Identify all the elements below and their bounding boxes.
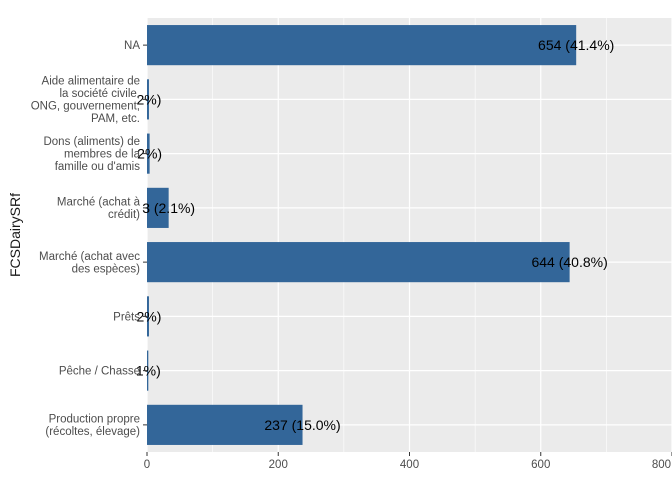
bar	[147, 404, 303, 445]
data-labels: 654 (41.4%) 2%) 2%) 3 (2.1%) 644 (40.8%) 2%) 1…	[136, 37, 614, 433]
data-label: 3 (2.1%)	[142, 200, 195, 216]
y-tick-label: Production propre (récoltes, élevage)	[45, 414, 140, 439]
bar	[147, 296, 149, 337]
bar	[147, 242, 570, 283]
x-tick-label: 800	[652, 459, 671, 471]
data-label: 237 (15.0%)	[264, 417, 340, 433]
x-tick-label: 0	[144, 459, 150, 471]
y-tick-label: NA	[124, 40, 140, 52]
y-tick-label: Aide alimentaire de la société civile, ONG…	[31, 76, 140, 126]
y-axis-title: FCSDairySRf	[7, 193, 23, 277]
bar	[147, 350, 149, 391]
x-tick-label: 400	[400, 459, 419, 471]
bar	[147, 25, 577, 66]
data-label: 1%)	[136, 363, 161, 379]
y-tick-label: Marché (achat à crédit)	[57, 197, 141, 222]
bar	[147, 79, 149, 120]
y-tick-label: Prêts	[113, 311, 140, 323]
data-label: 2%)	[137, 308, 162, 324]
bars	[147, 25, 577, 445]
data-label: 644 (40.8%)	[531, 254, 607, 270]
data-label: 654 (41.4%)	[538, 37, 614, 53]
bar	[147, 133, 150, 174]
bar	[147, 187, 169, 228]
y-axis-ticks: NA Aide alimentaire de la société civile, O…	[31, 40, 147, 438]
x-tick-label: 200	[269, 459, 288, 471]
data-label: 2%)	[137, 146, 162, 162]
data-label: 2%)	[137, 91, 162, 107]
x-axis-ticks: 0 200 400 600 800	[144, 452, 672, 471]
x-tick-label: 600	[531, 459, 550, 471]
y-tick-label: Dons (aliments) de membres de la famille o…	[43, 136, 140, 173]
y-tick-label: Marché (achat avec des espèces)	[39, 251, 140, 276]
y-tick-label: Pêche / Chasse	[59, 366, 140, 378]
